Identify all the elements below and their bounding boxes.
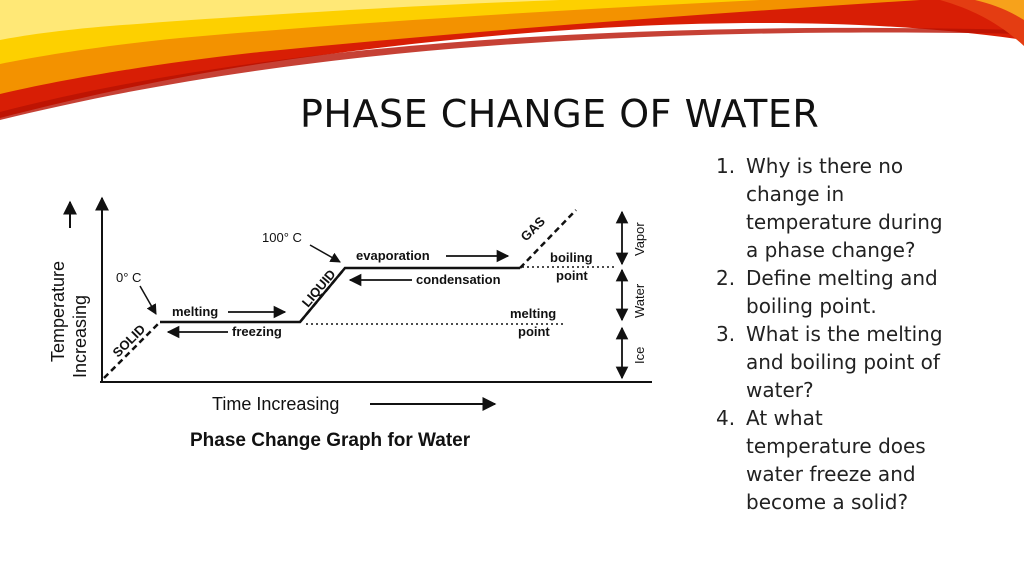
- gas-heating-dashed: [519, 209, 577, 269]
- solid-heating-dashed: [103, 321, 161, 379]
- question-text-line: Why is there no: [746, 154, 904, 178]
- question-text-line: temperature during: [746, 210, 943, 234]
- liquid-heating-dashed: [299, 267, 346, 323]
- y-axis-label-temperature: Temperature: [48, 261, 68, 362]
- question-text-line: What is the melting: [746, 322, 943, 346]
- arrow-0c: [139, 285, 157, 315]
- label-boiling-point-2: point: [556, 268, 588, 283]
- question-text-line: At what: [746, 406, 823, 430]
- question-item: 1. Why is there no change in temperature du…: [712, 152, 1012, 264]
- label-condensation: condensation: [416, 272, 501, 287]
- question-text-line: boiling point.: [746, 294, 877, 318]
- label-freezing: freezing: [232, 324, 282, 339]
- question-number: 2.: [716, 266, 736, 290]
- question-number: 1.: [716, 154, 736, 178]
- question-item: 3. What is the melting and boiling point o…: [712, 320, 1012, 404]
- label-liquid: LIQUID: [299, 267, 339, 310]
- banner-right-flare-inner: [975, 0, 1024, 20]
- question-text-line: water?: [746, 378, 814, 402]
- label-vapor: Vapor: [632, 222, 647, 256]
- question-item: 4. At what temperature does water freeze an…: [712, 404, 1012, 516]
- label-melting: melting: [172, 304, 218, 319]
- label-0c: 0° C: [116, 270, 141, 285]
- decorative-banner: [0, 0, 1024, 120]
- question-text-line: Define melting and: [746, 266, 938, 290]
- banner-right-flare: [940, 0, 1024, 46]
- question-item: 2. Define melting and boiling point.: [712, 264, 1012, 320]
- label-ice: Ice: [632, 347, 647, 364]
- label-water: Water: [632, 283, 647, 318]
- question-text-line: and boiling point of: [746, 350, 940, 374]
- question-list: 1. Why is there no change in temperature du…: [712, 152, 1012, 516]
- slide-title: PHASE CHANGE OF WATER: [300, 92, 820, 136]
- question-text-line: temperature does: [746, 434, 926, 458]
- question-number: 4.: [716, 406, 736, 430]
- question-text-line: a phase change?: [746, 238, 916, 262]
- banner-swoosh-thin: [0, 27, 1024, 120]
- arrow-100c: [309, 244, 341, 263]
- label-melting-point-2: point: [518, 324, 550, 339]
- label-boiling-point-1: boiling: [550, 250, 593, 265]
- label-100c: 100° C: [262, 230, 302, 245]
- label-gas: GAS: [518, 213, 549, 244]
- y-axis-label-increasing: Increasing: [70, 295, 90, 378]
- x-axis-label: Time Increasing: [212, 394, 339, 414]
- label-evaporation: evaporation: [356, 248, 430, 263]
- phase-change-diagram: Temperature Increasing SOLID LIQUID GAS …: [48, 196, 652, 451]
- question-text-line: water freeze and: [746, 462, 916, 486]
- question-text-line: change in: [746, 182, 845, 206]
- question-text-line: become a solid?: [746, 490, 909, 514]
- banner-swoosh-light: [0, 0, 560, 40]
- label-melting-point-1: melting: [510, 306, 556, 321]
- diagram-caption: Phase Change Graph for Water: [190, 430, 471, 451]
- question-number: 3.: [716, 322, 736, 346]
